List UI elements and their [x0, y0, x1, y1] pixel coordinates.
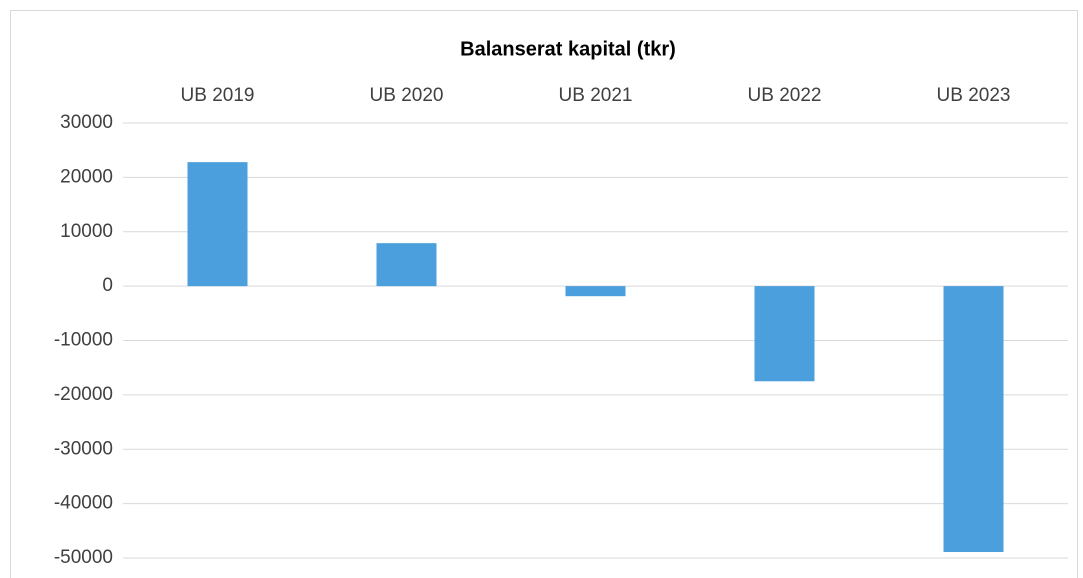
x-tick-label: UB 2020 [370, 85, 444, 106]
bar [187, 162, 248, 287]
bar [376, 243, 437, 287]
y-tick-label: 10000 [60, 221, 113, 242]
chart-title: Balanserat kapital (tkr) [460, 38, 676, 60]
x-tick-label: UB 2021 [559, 85, 633, 106]
y-tick-label: -30000 [54, 438, 113, 459]
y-tick-label: 20000 [60, 166, 113, 187]
x-tick-label: UB 2022 [748, 85, 822, 106]
x-tick-label: UB 2019 [181, 85, 255, 106]
y-tick-label: 0 [102, 275, 113, 296]
y-tick-label: 30000 [60, 112, 113, 133]
y-tick-label: -50000 [54, 547, 113, 568]
bar [943, 286, 1004, 553]
y-tick-label: -40000 [54, 493, 113, 514]
y-tick-label: -10000 [54, 330, 113, 351]
chart-border [10, 10, 1078, 578]
bar [754, 286, 815, 382]
y-tick-label: -20000 [54, 384, 113, 405]
bar [565, 286, 626, 297]
x-tick-label: UB 2023 [937, 85, 1011, 106]
